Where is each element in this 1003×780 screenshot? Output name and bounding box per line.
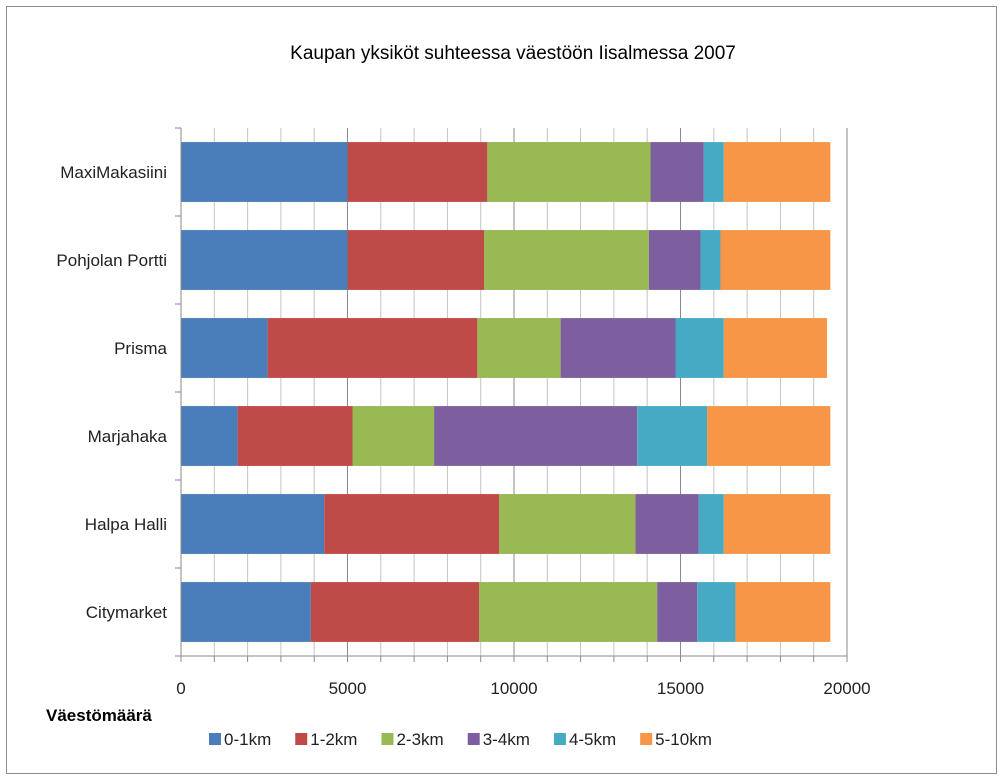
legend-label: 1-2km <box>310 730 357 749</box>
bar-halpa-halli-3-4km <box>635 494 699 554</box>
bar-pohjolan-portti-0-1km <box>181 230 348 290</box>
bar-maximakasiini-0-1km <box>181 142 348 202</box>
bar-maximakasiini-1-2km <box>347 142 488 202</box>
bar-citymarket-5-10km <box>735 582 831 642</box>
bar-pohjolan-portti-1-2km <box>347 230 485 290</box>
bars <box>181 142 831 642</box>
x-tick-label: 5000 <box>329 679 367 698</box>
legend-label: 0-1km <box>224 730 271 749</box>
category-label: MaxiMakasiini <box>60 163 167 182</box>
chart-frame <box>6 6 997 774</box>
bar-prisma-0-1km <box>181 318 268 378</box>
legend-label: 2-3km <box>396 730 443 749</box>
bar-marjahaka-2-3km <box>352 406 435 466</box>
bar-citymarket-3-4km <box>657 582 698 642</box>
bar-marjahaka-3-4km <box>434 406 638 466</box>
bar-maximakasiini-5-10km <box>723 142 831 202</box>
bar-maximakasiini-3-4km <box>650 142 704 202</box>
legend-swatch <box>209 733 221 745</box>
bar-maximakasiini-2-3km <box>487 142 651 202</box>
bar-citymarket-1-2km <box>310 582 480 642</box>
category-label: Halpa Halli <box>85 515 167 534</box>
legend-label: 3-4km <box>483 730 530 749</box>
bar-citymarket-2-3km <box>479 582 658 642</box>
legend-swatch <box>381 733 394 745</box>
legend-swatch <box>295 733 308 745</box>
legend-label: 5-10km <box>655 730 712 749</box>
x-tick-labels: 0 5000 10000 15000 20000 <box>176 679 870 698</box>
chart-title: Kaupan yksiköt suhteessa väestöön Iisalm… <box>290 43 736 64</box>
bar-pohjolan-portti-5-10km <box>720 230 831 290</box>
bar-pohjolan-portti-3-4km <box>648 230 701 290</box>
axes <box>175 127 848 662</box>
x-tick-label: 10000 <box>490 679 537 698</box>
bar-pohjolan-portti-2-3km <box>484 230 649 290</box>
category-label: Citymarket <box>86 603 168 622</box>
bar-halpa-halli-2-3km <box>499 494 636 554</box>
bar-prisma-1-2km <box>267 318 478 378</box>
bar-prisma-3-4km <box>560 318 676 378</box>
category-labels: MaxiMakasiini Pohjolan Portti Prisma Marjah… <box>56 163 167 622</box>
bar-citymarket-4-5km <box>697 582 736 642</box>
bar-citymarket-0-1km <box>181 582 311 642</box>
legend-swatch <box>553 733 566 745</box>
bar-maximakasiini-4-5km <box>703 142 724 202</box>
category-label: Marjahaka <box>88 427 168 446</box>
bar-prisma-5-10km <box>723 318 828 378</box>
bar-marjahaka-4-5km <box>637 406 708 466</box>
bar-halpa-halli-0-1km <box>181 494 325 554</box>
legend-label: 4-5km <box>569 730 616 749</box>
category-label: Pohjolan Portti <box>56 251 167 270</box>
x-tick-label: 20000 <box>823 679 870 698</box>
gridlines <box>213 128 848 656</box>
x-axis-label: Väestömäärä <box>46 706 152 725</box>
bar-pohjolan-portti-4-5km <box>700 230 721 290</box>
bar-marjahaka-0-1km <box>181 406 238 466</box>
legend-swatch <box>640 733 653 745</box>
bar-marjahaka-1-2km <box>237 406 353 466</box>
bar-prisma-2-3km <box>477 318 561 378</box>
bar-halpa-halli-4-5km <box>698 494 724 554</box>
legend: 0-1km 1-2km 2-3km 3-4km 4-5km 5-10km <box>209 730 712 749</box>
x-tick-label: 0 <box>176 679 185 698</box>
bar-halpa-halli-5-10km <box>723 494 831 554</box>
bar-prisma-4-5km <box>675 318 724 378</box>
legend-swatch <box>467 733 480 745</box>
bar-marjahaka-5-10km <box>707 406 831 466</box>
category-label: Prisma <box>114 339 167 358</box>
x-tick-label: 15000 <box>657 679 704 698</box>
bar-halpa-halli-1-2km <box>324 494 500 554</box>
